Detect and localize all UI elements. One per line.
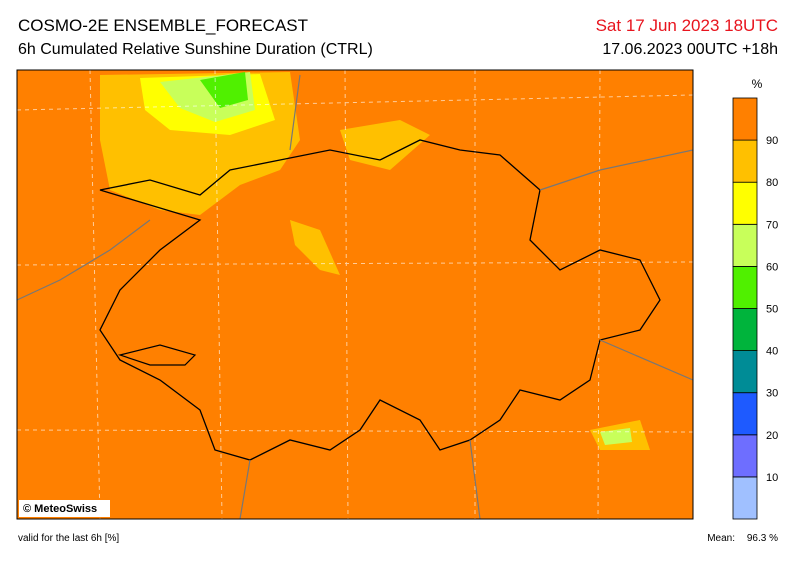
field-patch	[290, 220, 340, 275]
colorbar-label: 20	[766, 430, 778, 442]
colorbar-label: 60	[766, 261, 778, 273]
run-time: 17.06.2023 00UTC +18h	[602, 41, 778, 58]
field-patch	[600, 428, 632, 445]
colorbar-segment	[732, 223, 758, 267]
colorbar-segment	[732, 181, 758, 225]
colorbar-segment	[732, 350, 758, 394]
colorbar-segment	[732, 265, 758, 309]
colorbar-label: 40	[766, 346, 778, 358]
region-line	[17, 74, 693, 519]
colorbar-label: 50	[766, 304, 778, 316]
map: © MeteoSwiss	[16, 69, 694, 520]
credit: © MeteoSwiss	[23, 503, 97, 515]
colorbar-segment	[732, 139, 758, 183]
credit-box	[19, 500, 110, 517]
field-patch	[340, 120, 430, 170]
field-patch	[200, 72, 248, 108]
colorbar-label: 10	[766, 472, 778, 484]
colorbar-segment	[732, 434, 758, 478]
colorbar: % 10 20 30 40 50 60 70 80 90	[732, 77, 778, 520]
colorbar-segment	[732, 308, 758, 351]
subtitle: 6h Cumulated Relative Sunshine Duration …	[18, 41, 373, 58]
colorbar-label: 70	[766, 219, 778, 231]
border	[99, 139, 661, 461]
valid-time: Sat 17 Jun 2023 18UTC	[596, 16, 778, 35]
footer-note: valid for the last 6h [%]	[18, 533, 119, 544]
colorbar-label: 80	[766, 177, 778, 189]
mean-label: Mean:	[707, 533, 735, 544]
colorbar-unit: %	[752, 77, 763, 91]
colorbar-label: 30	[766, 388, 778, 400]
lake	[117, 344, 197, 366]
title: COSMO-2E ENSEMBLE_FORECAST	[18, 16, 308, 35]
mean-value: 96.3 %	[747, 533, 778, 544]
colorbar-segment	[732, 392, 758, 436]
colorbar-segment	[732, 97, 758, 141]
graticule	[17, 70, 693, 519]
colorbar-segment	[732, 476, 758, 520]
colorbar-label: 90	[766, 135, 778, 147]
